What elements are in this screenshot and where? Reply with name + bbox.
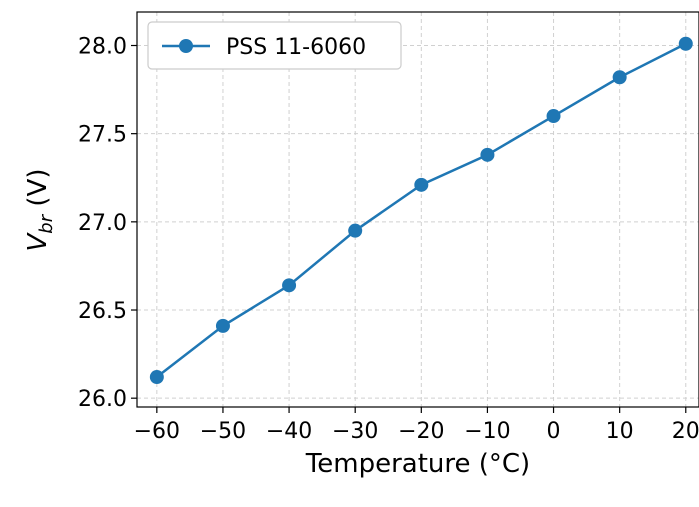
y-axis-label-unit: (V) <box>23 169 53 215</box>
plot-area-frame <box>136 11 699 408</box>
legend-series-marker <box>179 39 193 53</box>
y-tick-label: 26.0 <box>78 387 127 412</box>
y-tick-label: 27.0 <box>78 211 127 236</box>
y-axis-label-main: V <box>23 231 53 251</box>
x-tick-label: 20 <box>672 419 699 444</box>
x-tick-label: −50 <box>200 419 246 444</box>
x-tick-label: −60 <box>134 419 180 444</box>
x-tick-label: −20 <box>398 419 444 444</box>
grid <box>137 12 699 407</box>
data-point <box>149 370 164 385</box>
x-tick-label: 10 <box>606 419 634 444</box>
data-point <box>480 147 495 162</box>
data-point <box>612 70 627 85</box>
data-point <box>414 177 429 192</box>
x-tick-label: 0 <box>547 419 561 444</box>
axis-ticks: −60 −50 −40 −30 −20 −10 0 10 20 26.0 26.5 27.0 27.5 2… <box>78 35 699 444</box>
data-point <box>678 36 693 51</box>
y-axis-label-sub: br <box>36 213 57 233</box>
data-point <box>282 278 297 293</box>
legend-series-label: PSS 11-6060 <box>226 35 366 60</box>
data-point <box>348 223 363 238</box>
y-tick-label: 27.5 <box>78 123 127 148</box>
y-tick-label: 26.5 <box>78 299 127 324</box>
y-tick-label: 28.0 <box>78 35 127 60</box>
data-point <box>546 109 561 124</box>
legend: PSS 11-6060 <box>147 21 402 70</box>
x-tick-label: −10 <box>464 419 510 444</box>
legend-box <box>147 21 402 70</box>
x-tick-label: −40 <box>266 419 312 444</box>
y-axis-label: Vbr (V) <box>23 169 57 252</box>
series-layer <box>149 36 693 385</box>
data-point <box>215 318 230 333</box>
x-axis-label: Temperature (°C) <box>305 449 530 479</box>
x-tick-label: −30 <box>332 419 378 444</box>
